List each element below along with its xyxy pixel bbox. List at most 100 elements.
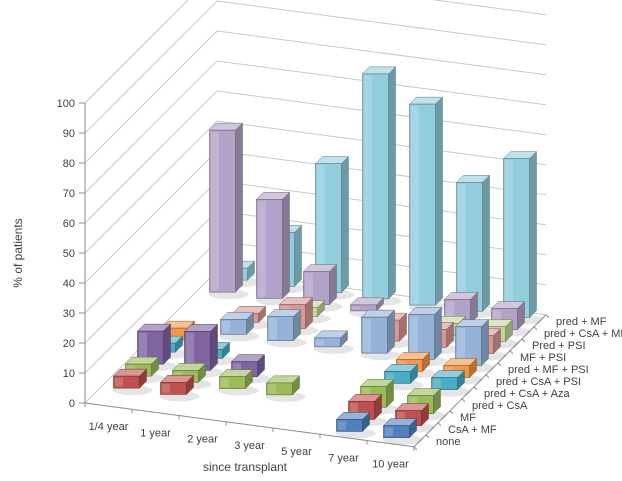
series-label: pred + CsA: [472, 400, 528, 412]
bar-highlight: [458, 183, 466, 310]
y-axis-tick-label: 80: [63, 158, 75, 170]
bar-side-face: [282, 191, 290, 299]
bar: [502, 151, 543, 325]
bar-side-face: [294, 224, 302, 287]
category-label: 1/4 year: [89, 421, 129, 433]
category-label: 2 year: [187, 434, 218, 446]
y-axis-tick-label: 0: [69, 398, 75, 410]
series-label: MF: [460, 412, 476, 424]
series-label: Pred + PSI: [532, 340, 586, 352]
bar-side-face: [388, 66, 396, 300]
bar-side-face: [210, 323, 218, 371]
bar-highlight: [385, 427, 393, 437]
bar-side-face: [434, 306, 442, 360]
bar-front-face: [314, 337, 341, 348]
series-label: pred + CsA + Aza: [484, 388, 570, 400]
y-axis-tick-label: 40: [63, 278, 75, 290]
z-tick: [497, 362, 502, 367]
bar-highlight: [305, 273, 313, 304]
bar: [219, 311, 260, 342]
bar-side-face: [435, 96, 443, 306]
bar: [335, 411, 376, 439]
bar-layer: [112, 66, 543, 445]
bar-side-face: [482, 174, 490, 312]
bar-highlight: [446, 300, 454, 322]
bar-highlight: [186, 332, 194, 369]
category-label: 1 year: [140, 427, 171, 439]
y-axis-tick-label: 70: [63, 188, 75, 200]
y-axis-tick-label: 30: [63, 308, 75, 320]
z-tick: [473, 386, 478, 391]
series-label: pred + CsA + PSI: [496, 376, 581, 388]
bar: [208, 122, 249, 300]
series-label: pred + CsA + MF: [544, 328, 622, 340]
bar-highlight: [352, 306, 360, 310]
z-tick: [521, 338, 526, 343]
y-axis-title: % of patients: [11, 218, 25, 287]
bar: [266, 309, 307, 348]
bar-side-face: [235, 122, 243, 293]
series-label: CsA + MF: [448, 424, 497, 436]
bar-highlight: [211, 131, 219, 291]
bar-highlight: [505, 160, 513, 317]
bar-side-face: [529, 151, 537, 319]
bar-highlight: [316, 339, 324, 346]
bar: [265, 375, 306, 402]
bar: [361, 66, 402, 306]
category-label: 3 year: [234, 440, 265, 452]
z-tick: [449, 410, 454, 415]
bar-highlight: [350, 402, 358, 418]
bar-side-face: [341, 156, 349, 294]
bar-highlight: [115, 377, 123, 387]
bar: [159, 374, 200, 402]
bar-highlight: [363, 318, 371, 352]
bar-highlight: [317, 165, 325, 292]
bar: [183, 323, 224, 378]
bar-highlight: [258, 200, 266, 297]
gridline: [84, 0, 547, 104]
gridline: [84, 30, 547, 164]
series-label: MF + PSI: [520, 352, 566, 364]
series-label: pred + MF: [556, 316, 607, 328]
z-tick: [485, 374, 490, 379]
bar-side-face: [387, 309, 395, 354]
series-label: none: [436, 436, 460, 448]
bar-highlight: [410, 315, 418, 358]
bar-highlight: [457, 328, 465, 365]
label-layer: % of patients since transplant 0 10 20 30 40…: [11, 98, 622, 474]
category-label: 5 year: [281, 446, 312, 458]
y-axis-tick-label: 100: [57, 98, 75, 110]
bar-highlight: [411, 105, 419, 304]
category-label: 10 year: [372, 459, 409, 471]
bar: [408, 96, 449, 313]
axis-layer: [79, 102, 550, 451]
bar-highlight: [139, 332, 147, 363]
bar: [313, 330, 354, 354]
bar-highlight: [222, 320, 230, 333]
y-axis-tick-label: 50: [63, 248, 75, 260]
bar-highlight: [269, 318, 277, 340]
bar: [360, 309, 401, 361]
z-tick: [509, 350, 514, 355]
bar-highlight: [493, 310, 501, 329]
x-axis-line: [84, 402, 415, 448]
bar-highlight: [364, 75, 372, 298]
bar-highlight: [268, 384, 276, 394]
z-tick: [533, 326, 538, 331]
bar: [255, 191, 296, 306]
bar-highlight: [397, 412, 405, 425]
bar: [382, 418, 423, 445]
gridline: [84, 0, 547, 134]
x-axis-title: since transplant: [203, 460, 288, 474]
category-label: 7 year: [328, 452, 359, 464]
z-axis-line: [413, 314, 547, 448]
z-tick: [413, 446, 418, 451]
bar-highlight: [233, 363, 241, 376]
z-tick: [545, 314, 550, 319]
z-tick: [437, 422, 442, 427]
bar-highlight: [221, 378, 229, 388]
y-axis-tick-label: 10: [63, 368, 75, 380]
bar-highlight: [433, 379, 441, 389]
